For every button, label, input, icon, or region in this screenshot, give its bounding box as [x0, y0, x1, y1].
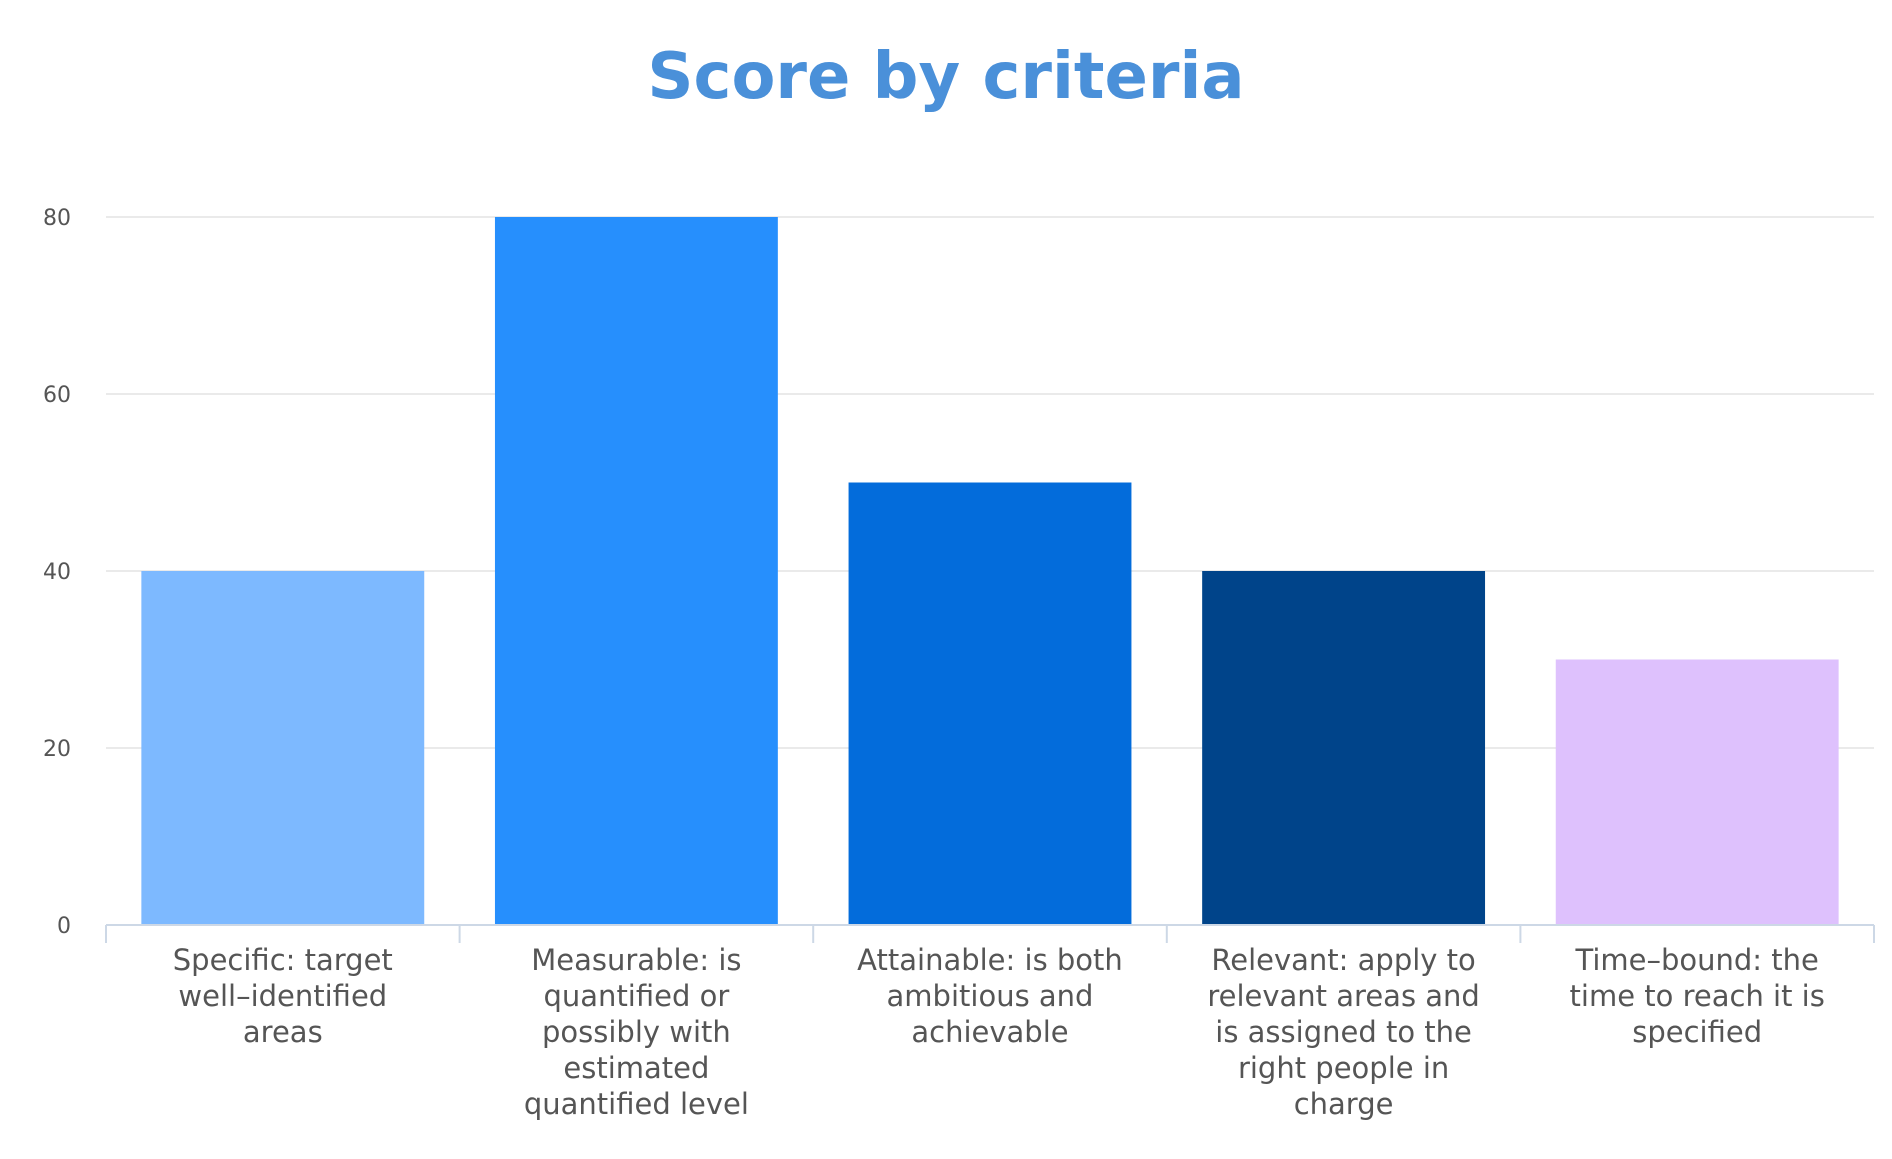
x-category-label: Time–bound: the time to reach it is specif…	[1570, 943, 1825, 1049]
x-axis-category-labels: Specific: target well–identified areas Meas…	[173, 943, 1825, 1121]
bar	[1202, 571, 1486, 925]
x-category-label-line: Specific: target	[173, 943, 393, 977]
y-tick-label: 80	[43, 206, 71, 231]
x-category-label-line: right people in	[1238, 1051, 1449, 1085]
x-category-label-line: time to reach it is	[1570, 979, 1825, 1013]
bar	[494, 217, 778, 925]
x-axis	[105, 924, 1875, 943]
x-category-label-line: Measurable: is	[531, 943, 741, 977]
x-category-label: Relevant: apply to relevant areas and is a…	[1207, 943, 1479, 1121]
y-tick-label: 40	[43, 560, 71, 585]
x-category-label-line: Relevant: apply to	[1211, 943, 1475, 977]
bar	[141, 571, 425, 925]
y-tick-label: 60	[43, 383, 71, 408]
x-category-label-line: achievable	[911, 1015, 1068, 1049]
bar	[848, 482, 1132, 925]
x-category-label-line: relevant areas and	[1207, 979, 1479, 1013]
x-category-label-line: areas	[243, 1015, 323, 1049]
x-category-label-line: is assigned to the	[1215, 1015, 1472, 1049]
bar	[1555, 659, 1839, 925]
x-category-label-line: specified	[1632, 1015, 1762, 1049]
x-category-label-line: quantified or	[544, 979, 730, 1013]
x-category-label: Attainable: is both ambitious and achievab…	[857, 943, 1123, 1049]
y-tick-label: 0	[57, 914, 71, 939]
bars	[141, 217, 1839, 925]
chart-title: Score by criteria	[647, 40, 1244, 114]
y-axis-tick-labels: 0 20 40 60 80	[43, 206, 71, 939]
x-category-label-line: estimated	[563, 1051, 709, 1085]
x-category-label-line: charge	[1294, 1087, 1394, 1121]
x-category-label-line: quantified level	[524, 1087, 749, 1121]
x-category-label-line: Time–bound: the	[1575, 943, 1819, 977]
x-category-label-line: possibly with	[542, 1015, 731, 1049]
x-category-label-line: well–identified	[178, 979, 387, 1013]
y-tick-label: 20	[43, 737, 71, 762]
x-category-label-line: Attainable: is both	[857, 943, 1123, 977]
x-category-label: Measurable: is quantified or possibly with…	[524, 943, 749, 1121]
x-category-label-line: ambitious and	[887, 979, 1094, 1013]
x-category-label: Specific: target well–identified areas	[173, 943, 393, 1049]
